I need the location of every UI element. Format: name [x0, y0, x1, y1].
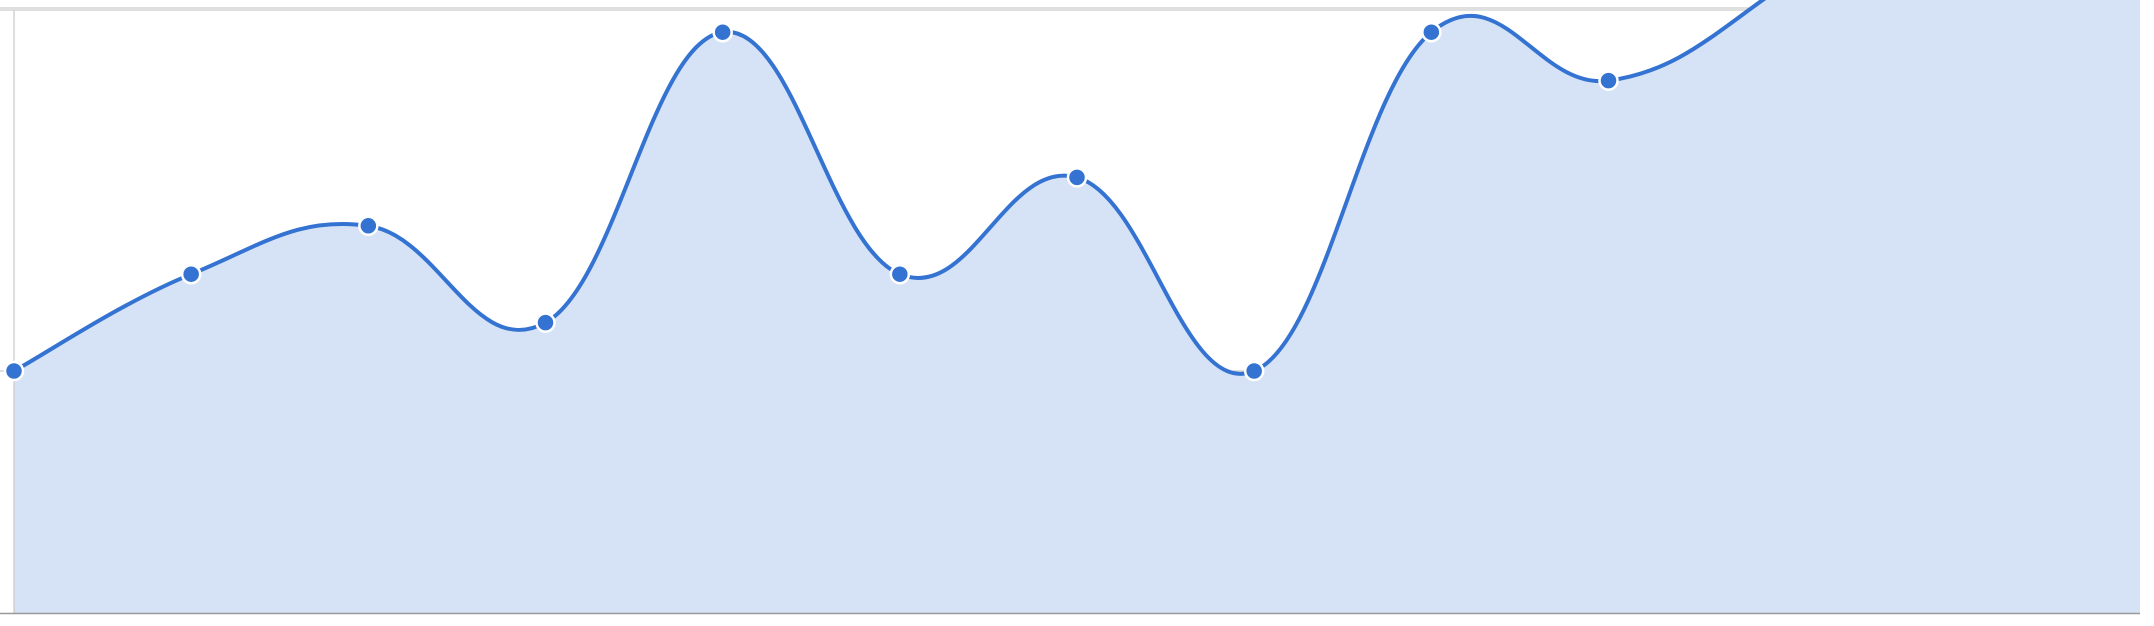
- data-point: [358, 215, 379, 237]
- data-point: [1598, 70, 1619, 91]
- data-points: [3, 21, 1619, 382]
- data-point: [889, 263, 911, 285]
- data-point: [3, 360, 25, 382]
- area-fill: [14, 0, 2140, 613]
- data-point: [1066, 167, 1088, 188]
- data-point: [1243, 360, 1265, 382]
- data-point: [1421, 21, 1442, 43]
- data-point: [180, 263, 202, 285]
- area-layer: [14, 0, 2140, 613]
- axes: [0, 10, 2140, 615]
- data-point: [712, 21, 733, 43]
- data-point: [535, 312, 556, 333]
